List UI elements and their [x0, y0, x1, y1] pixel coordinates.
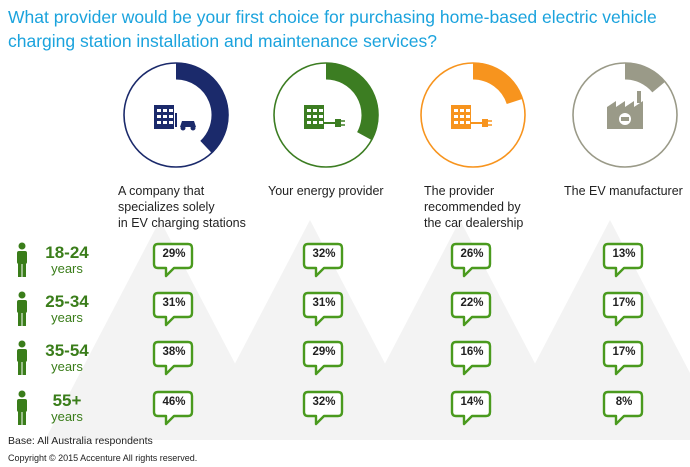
age-range: 35-54	[45, 341, 89, 360]
background-triangle	[195, 220, 425, 440]
background-triangle	[495, 220, 690, 440]
speech-bubble	[302, 242, 344, 278]
speech-bubble	[302, 340, 344, 376]
speech-bubble	[152, 390, 194, 426]
person-icon	[17, 390, 27, 425]
background-triangle	[345, 220, 575, 440]
provider-label-line: Your energy provider	[268, 184, 384, 198]
age-unit: years	[51, 359, 83, 374]
speech-bubble	[602, 390, 644, 426]
provider-label-line: specializes solely	[118, 200, 215, 214]
data-label: 16%	[460, 346, 484, 358]
background-triangle	[45, 220, 275, 440]
speech-bubble	[152, 242, 194, 278]
provider-label-4: The EV manufacturer	[564, 183, 683, 199]
provider-ring-3	[420, 62, 526, 168]
provider-label-1: A company that specializes solely in EV ch…	[118, 183, 246, 231]
provider-label-2: Your energy provider	[268, 183, 384, 199]
provider-label-line: the car dealership	[424, 216, 524, 230]
age-group-label: 25-34 years	[40, 292, 94, 325]
age-unit: years	[51, 409, 83, 424]
data-label: 17%	[612, 297, 636, 309]
data-label: 38%	[162, 346, 186, 358]
speech-bubble	[450, 390, 492, 426]
data-label: 22%	[460, 297, 484, 309]
speech-bubble	[602, 340, 644, 376]
speech-bubble	[450, 340, 492, 376]
speech-bubble	[602, 291, 644, 327]
data-label: 13%	[612, 248, 636, 260]
data-label: 31%	[312, 297, 336, 309]
provider-label-line: The EV manufacturer	[564, 184, 683, 198]
title-line-2: charging station installation and mainte…	[8, 31, 438, 51]
footer-base: Base: All Australia respondents	[8, 435, 153, 447]
provider-ring-2	[273, 62, 379, 168]
factory-icon	[607, 91, 643, 129]
data-label: 32%	[312, 248, 336, 260]
speech-bubble	[152, 340, 194, 376]
age-group-label: 35-54 years	[40, 341, 94, 374]
speech-bubble	[152, 291, 194, 327]
data-label: 8%	[615, 396, 633, 408]
speech-bubble	[450, 291, 492, 327]
speech-bubble	[302, 390, 344, 426]
age-range: 18-24	[45, 243, 89, 262]
building-plug-icon	[451, 105, 492, 129]
person-icon	[17, 242, 27, 277]
age-group-label: 18-24 years	[40, 243, 94, 276]
data-label: 26%	[460, 248, 484, 260]
person-icon	[17, 340, 27, 375]
age-range: 25-34	[45, 292, 89, 311]
data-label: 17%	[612, 346, 636, 358]
speech-bubble	[302, 291, 344, 327]
data-label: 14%	[460, 396, 484, 408]
data-label: 46%	[162, 396, 186, 408]
building-car-charger-icon	[154, 105, 196, 131]
data-label: 32%	[312, 396, 336, 408]
age-range: 55+	[52, 391, 82, 410]
provider-label-line: recommended by	[424, 200, 521, 214]
provider-ring-4	[572, 62, 678, 168]
data-label: 29%	[162, 248, 186, 260]
provider-ring-1	[123, 62, 229, 168]
age-group-label: 55+ years	[40, 391, 94, 424]
age-unit: years	[51, 261, 83, 276]
building-plug-icon	[304, 105, 345, 129]
title-line-1: What provider would be your first choice…	[8, 7, 657, 27]
provider-label-line: A company that	[118, 184, 205, 198]
person-icon	[17, 291, 27, 326]
age-unit: years	[51, 310, 83, 325]
speech-bubble	[450, 242, 492, 278]
data-label: 31%	[162, 297, 186, 309]
data-label: 29%	[312, 346, 336, 358]
chart-title: What provider would be your first choice…	[8, 5, 668, 53]
footer-copyright: Copyright © 2015 Accenture All rights re…	[8, 453, 198, 463]
provider-label-3: The provider recommended by the car dealer…	[424, 183, 523, 231]
provider-label-line: The provider	[424, 184, 495, 198]
speech-bubble	[602, 242, 644, 278]
provider-label-line: in EV charging stations	[118, 216, 246, 230]
